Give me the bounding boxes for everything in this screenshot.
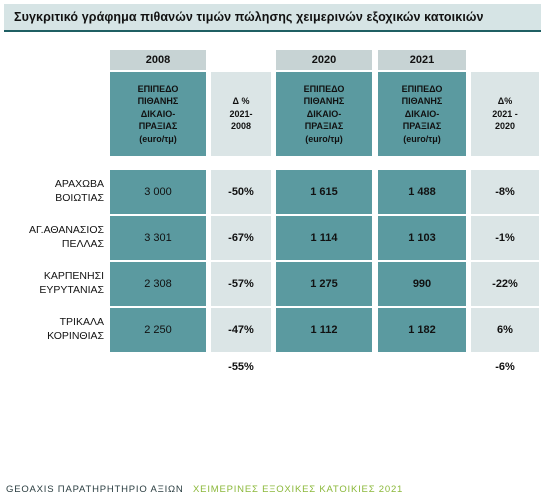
delta-2020-ag-athanasios: -1% <box>471 216 539 260</box>
price-2021-karpenisi: 990 <box>378 262 466 306</box>
row-label-ag-athanasios: ΑΓ.ΑΘΑΝΑΣΙΟΣ ΠΕΛΛΑΣ <box>29 224 104 250</box>
delta-2008-arachova: -50% <box>211 170 271 214</box>
price-2021-trikala: 1 182 <box>378 308 466 352</box>
delta-2020-arachova: -8% <box>471 170 539 214</box>
header-price-2008: ΕΠΙΠΕΔΟ ΠΙΘΑΝΗΣ ΔΙΚΑΙΟ- ΠΡΑΞΙΑΣ (euro/τμ… <box>110 72 206 156</box>
year-header-2008: 2008 <box>110 50 206 70</box>
footer-source: GEOAXIS ΠΑΡΑΤΗΡΗΤΗΡΙΟ ΑΞΙΩΝ <box>6 484 184 495</box>
header-price-2020: ΕΠΙΠΕΔΟ ΠΙΘΑΝΗΣ ΔΙΚΑΙΟ- ΠΡΑΞΙΑΣ (euro/τμ… <box>276 72 372 156</box>
header-delta-2021-2008: Δ % 2021- 2008 <box>211 72 271 156</box>
price-2021-arachova: 1 488 <box>378 170 466 214</box>
total-delta-2020: -6% <box>495 361 515 373</box>
delta-2020-trikala: 6% <box>471 308 539 352</box>
delta-2008-ag-athanasios: -67% <box>211 216 271 260</box>
header-delta-2021-2020: Δ% 2021 - 2020 <box>471 72 539 156</box>
footer-report: ΧΕΙΜΕΡΙΝΕΣ ΕΞΟΧΙΚΕΣ ΚΑΤΟΙΚΙΕΣ 2021 <box>193 484 404 495</box>
price-2008-trikala: 2 250 <box>110 308 206 352</box>
delta-2020-karpenisi: -22% <box>471 262 539 306</box>
price-2020-ag-athanasios: 1 114 <box>276 216 372 260</box>
delta-2008-trikala: -47% <box>211 308 271 352</box>
price-2008-ag-athanasios: 3 301 <box>110 216 206 260</box>
price-2008-arachova: 3 000 <box>110 170 206 214</box>
year-header-2021: 2021 <box>378 50 466 70</box>
header-price-2021: ΕΠΙΠΕΔΟ ΠΙΘΑΝΗΣ ΔΙΚΑΙΟ- ΠΡΑΞΙΑΣ (euro/τμ… <box>378 72 466 156</box>
page-title: Συγκριτικό γράφημα πιθανών τιμών πώλησης… <box>14 10 484 24</box>
price-2020-karpenisi: 1 275 <box>276 262 372 306</box>
price-2020-arachova: 1 615 <box>276 170 372 214</box>
title-bar: Συγκριτικό γράφημα πιθανών τιμών πώλησης… <box>4 4 541 32</box>
total-delta-2008: -55% <box>228 361 254 373</box>
row-label-arachova: ΑΡΑΧΩΒΑ ΒΟΙΩΤΙΑΣ <box>54 178 104 204</box>
row-label-karpenisi: ΚΑΡΠΕΝΗΣΙ ΕΥΡΥΤΑΝΙΑΣ <box>39 270 104 296</box>
price-2020-trikala: 1 112 <box>276 308 372 352</box>
year-header-2020: 2020 <box>276 50 372 70</box>
price-2021-ag-athanasios: 1 103 <box>378 216 466 260</box>
price-2008-karpenisi: 2 308 <box>110 262 206 306</box>
footer: GEOAXIS ΠΑΡΑΤΗΡΗΤΗΡΙΟ ΑΞΙΩΝ ΧΕΙΜΕΡΙΝΕΣ Ε… <box>6 484 403 495</box>
delta-2008-karpenisi: -57% <box>211 262 271 306</box>
row-label-trikala: ΤΡΙΚΑΛΑ ΚΟΡΙΝΘΙΑΣ <box>47 316 104 342</box>
